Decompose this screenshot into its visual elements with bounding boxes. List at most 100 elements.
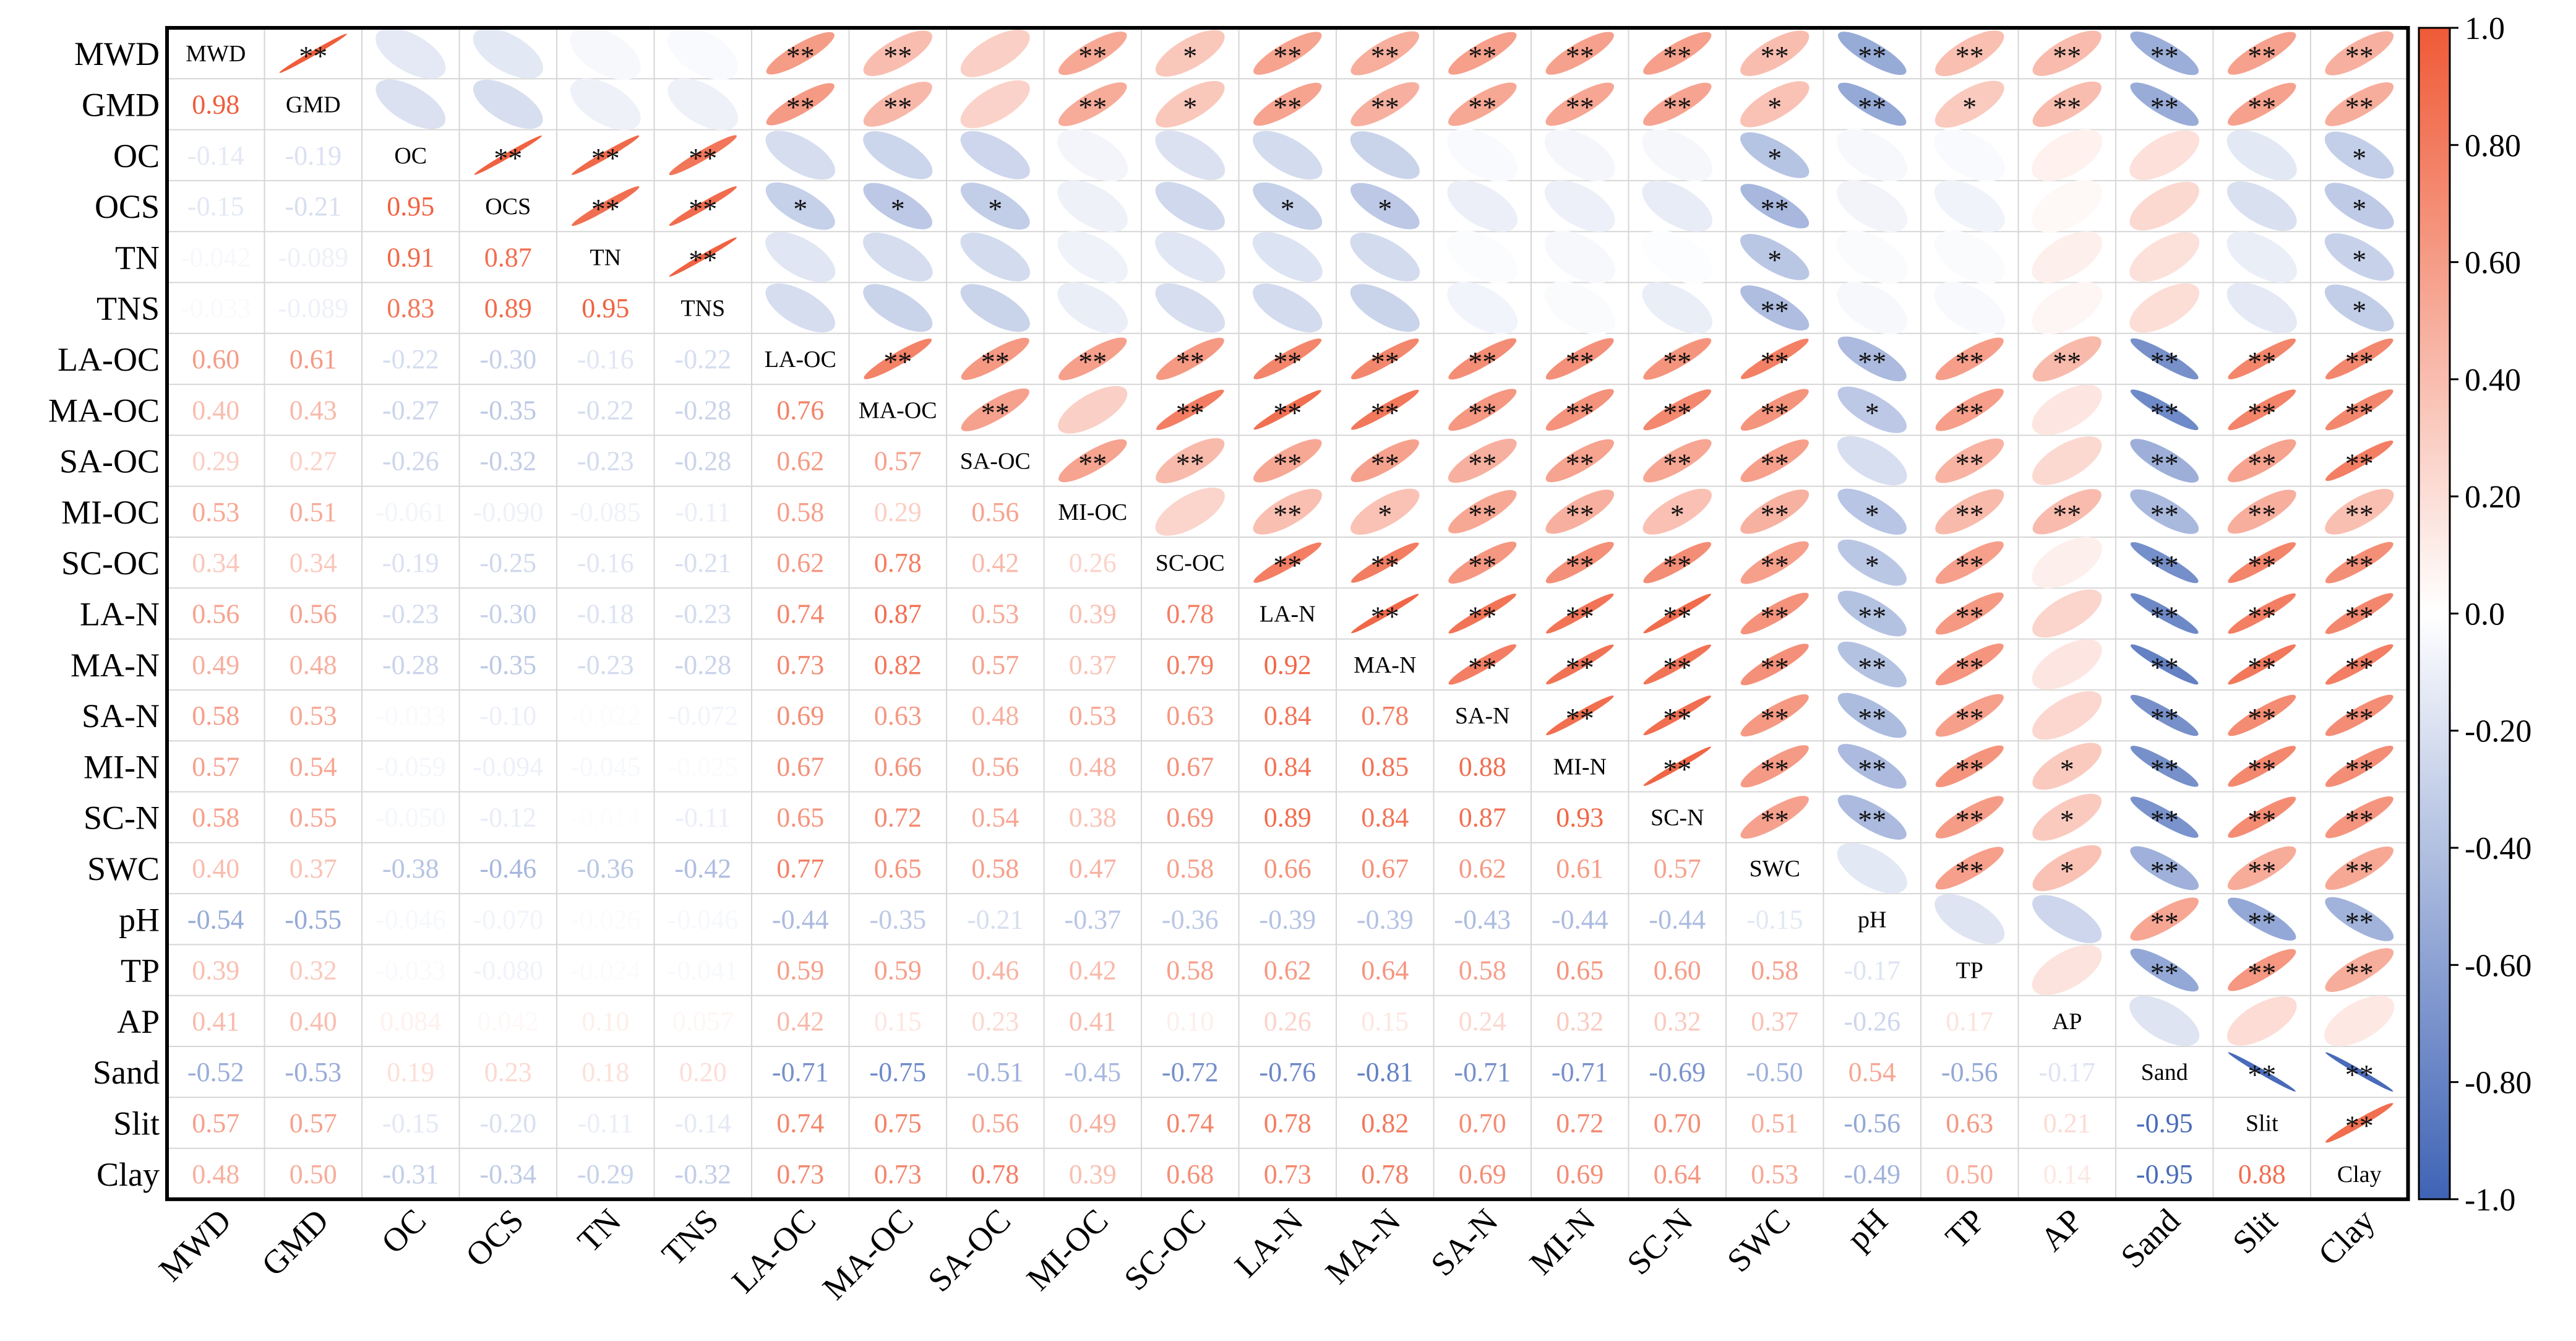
significance-mark: ** xyxy=(1761,40,1789,72)
correlation-ellipse xyxy=(1643,32,1712,75)
colorbar-tick-label: 0.0 xyxy=(2465,597,2505,632)
significance-mark: ** xyxy=(2053,499,2081,530)
significance-mark: ** xyxy=(2150,448,2179,480)
coefficient-label: -0.046 xyxy=(668,904,738,934)
significance-mark: ** xyxy=(1761,397,1789,428)
significance-mark: ** xyxy=(1273,91,1302,123)
significance-mark: ** xyxy=(1956,346,1984,377)
coefficient-label: 0.78 xyxy=(1166,598,1214,629)
correlation-ellipse xyxy=(1448,489,1517,533)
significance-mark: ** xyxy=(2248,40,2276,72)
coefficient-label: 0.56 xyxy=(192,598,239,629)
coefficient-label: -0.28 xyxy=(674,395,731,425)
coefficient-label: -0.033 xyxy=(376,701,446,731)
significance-mark: ** xyxy=(1566,397,1594,428)
coefficient-label: 0.93 xyxy=(1556,803,1604,833)
correlation-ellipse xyxy=(2227,489,2296,534)
coefficient-label: -0.28 xyxy=(674,446,731,476)
coefficient-label: 0.82 xyxy=(1361,1108,1409,1138)
significance-mark: ** xyxy=(1663,600,1691,632)
significance-mark: ** xyxy=(1566,448,1594,480)
correlation-ellipse xyxy=(1544,180,1615,232)
coefficient-label: -0.69 xyxy=(1649,1057,1706,1087)
coefficient-label: 0.41 xyxy=(1069,1006,1117,1037)
coefficient-label: -0.22 xyxy=(382,344,439,374)
significance-mark: ** xyxy=(1663,448,1691,480)
correlation-ellipse xyxy=(2228,338,2296,379)
correlation-ellipse xyxy=(2032,945,2102,995)
significance-mark: ** xyxy=(1761,499,1789,530)
colorbar-tick-label: -0.60 xyxy=(2465,948,2531,983)
correlation-ellipse xyxy=(2228,796,2296,838)
coefficient-label: 0.88 xyxy=(1459,751,1506,782)
coefficient-label: 0.10 xyxy=(582,1006,629,1037)
correlation-ellipse xyxy=(2032,336,2102,382)
correlation-ellipse xyxy=(2228,1052,2296,1092)
coefficient-label: -0.089 xyxy=(278,293,348,324)
significance-mark: ** xyxy=(1078,91,1107,123)
correlation-ellipse xyxy=(1448,541,1517,584)
coefficient-label: -0.32 xyxy=(479,446,536,476)
coefficient-label: -0.56 xyxy=(1941,1057,1998,1087)
significance-mark: * xyxy=(1767,244,1782,275)
significance-mark: ** xyxy=(1858,91,1886,123)
correlation-ellipse xyxy=(2325,488,2394,535)
significance-mark: ** xyxy=(2345,855,2374,887)
coefficient-label: -0.22 xyxy=(577,395,634,425)
correlation-ellipse xyxy=(2131,644,2199,685)
row-label: SC-N xyxy=(84,800,160,837)
correlation-ellipse xyxy=(1057,282,1128,334)
significance-mark: ** xyxy=(1956,600,1984,632)
row-label: SC-OC xyxy=(61,545,160,582)
correlation-ellipse xyxy=(2032,743,2102,790)
correlation-ellipse xyxy=(2032,231,2103,283)
coefficient-label: 0.68 xyxy=(1166,1159,1214,1189)
diagonal-label: SWC xyxy=(1750,856,1800,882)
significance-mark: ** xyxy=(2150,397,2179,428)
coefficient-label: -0.23 xyxy=(674,598,731,629)
significance-mark: ** xyxy=(1663,40,1691,72)
column-label: SC-N xyxy=(1620,1202,1699,1282)
significance-mark: ** xyxy=(1761,702,1789,734)
significance-mark: ** xyxy=(1761,804,1789,836)
correlation-ellipse xyxy=(1058,82,1127,126)
coefficient-label: 0.95 xyxy=(582,293,629,324)
coefficient-label: 0.15 xyxy=(1361,1006,1409,1037)
correlation-ellipse xyxy=(1837,843,1907,894)
significance-mark: ** xyxy=(1468,40,1496,72)
coefficient-label: 0.26 xyxy=(1069,548,1117,578)
correlation-ellipse xyxy=(1545,389,1614,431)
diagonal-label: SC-OC xyxy=(1156,550,1225,576)
correlation-ellipse xyxy=(1544,281,1615,335)
correlation-ellipse xyxy=(2032,179,2103,233)
correlation-ellipse xyxy=(2325,644,2394,685)
coefficient-label: 0.73 xyxy=(1264,1159,1312,1189)
coefficient-label: 0.37 xyxy=(1751,1006,1798,1037)
diagonal-label: TP xyxy=(1956,958,1983,984)
coefficient-label: 0.43 xyxy=(290,395,337,425)
correlation-ellipse xyxy=(2032,845,2102,892)
coefficient-label: 0.57 xyxy=(874,446,922,476)
correlation-ellipse xyxy=(1350,31,1420,75)
coefficient-label: -0.55 xyxy=(285,904,341,934)
significance-mark: ** xyxy=(1956,448,1984,480)
correlation-ellipse xyxy=(1253,390,1321,430)
row-label: Slit xyxy=(113,1105,160,1142)
correlation-ellipse xyxy=(572,186,640,226)
significance-mark: ** xyxy=(2248,397,2276,428)
correlation-ellipse xyxy=(1350,542,1419,583)
significance-mark: ** xyxy=(2345,91,2374,123)
row-label: GMD xyxy=(82,86,160,123)
coefficient-label: 0.62 xyxy=(776,446,824,476)
row-label: SA-N xyxy=(82,697,160,735)
correlation-ellipse xyxy=(1155,80,1225,128)
significance-mark: * xyxy=(1767,91,1782,123)
significance-mark: ** xyxy=(2150,499,2179,530)
significance-mark: * xyxy=(1378,499,1392,530)
correlation-ellipse xyxy=(1546,593,1614,634)
row-label: MI-N xyxy=(84,748,160,785)
correlation-ellipse xyxy=(2032,282,2103,335)
coefficient-label: 0.26 xyxy=(1264,1006,1312,1037)
coefficient-label: -0.050 xyxy=(376,803,446,833)
row-label: SWC xyxy=(87,850,160,887)
